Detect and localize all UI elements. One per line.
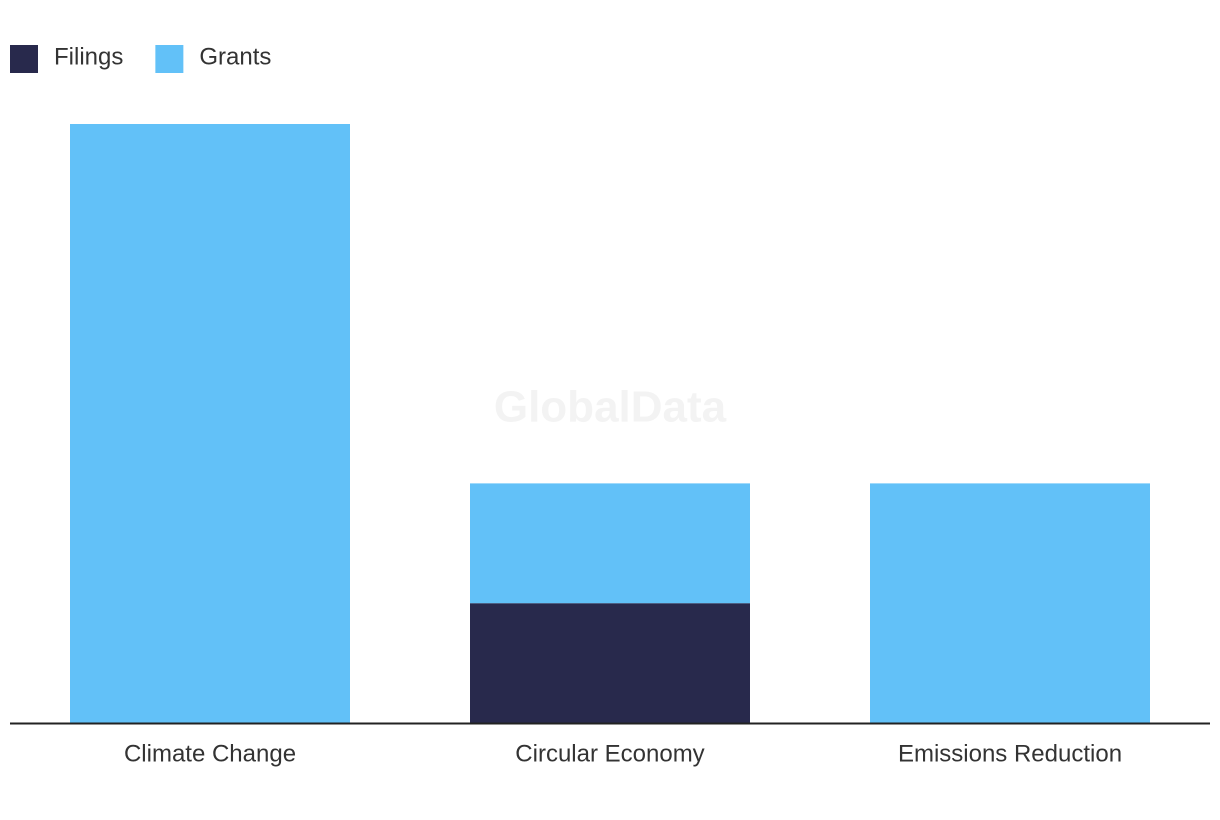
- legend-label: Filings: [54, 43, 123, 70]
- bar-segment: [470, 483, 750, 604]
- x-tick-label: Climate Change: [124, 740, 296, 767]
- legend-swatch: [155, 45, 184, 73]
- bar-segment: [70, 124, 350, 723]
- x-tick-label: Emissions Reduction: [898, 740, 1122, 767]
- x-tick-label: Circular Economy: [515, 740, 704, 767]
- bar-segment: [870, 483, 1150, 723]
- legend-label: Grants: [199, 43, 271, 70]
- legend-swatch: [10, 45, 38, 73]
- watermark: GlobalData: [494, 383, 727, 432]
- bar-segment: [470, 603, 750, 723]
